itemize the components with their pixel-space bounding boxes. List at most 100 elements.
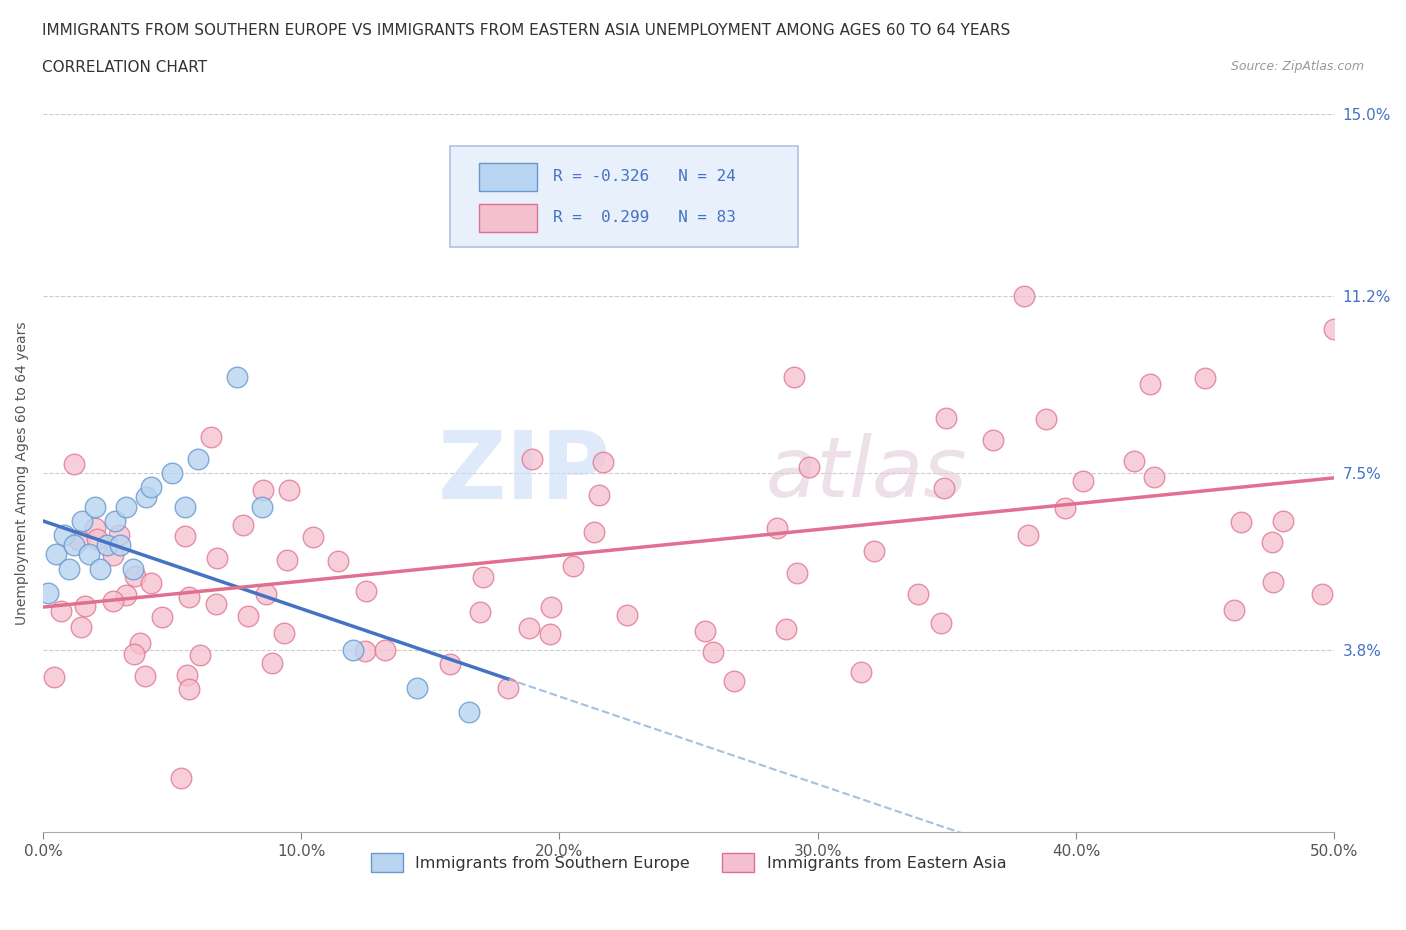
Point [342,643,364,658]
Point [252,499,274,514]
Point [1017,528,1039,543]
Point [254,587,277,602]
Point [70,513,93,528]
Text: ZIP: ZIP [439,427,612,519]
Text: R =  0.299   N = 83: R = 0.299 N = 83 [553,209,735,225]
Point [592,455,614,470]
Point [302,529,325,544]
Point [702,644,724,659]
Point [723,673,745,688]
Point [83,499,105,514]
Point [540,600,562,615]
Point [200,430,222,445]
Point [170,770,193,785]
Point [470,604,492,619]
Point [406,681,429,696]
Point [1139,377,1161,392]
Point [252,483,274,498]
Point [173,528,195,543]
Point [471,569,494,584]
Point [96,538,118,552]
Point [277,483,299,498]
Point [67,533,90,548]
FancyBboxPatch shape [450,146,799,246]
Point [236,608,259,623]
Point [122,646,145,661]
Legend: Immigrants from Southern Europe, Immigrants from Eastern Asia: Immigrants from Southern Europe, Immigra… [364,846,1012,878]
Point [44,670,66,684]
Point [110,538,132,552]
Bar [479,163,537,191]
Point [1323,322,1346,337]
Point [58,562,80,577]
Point [517,621,540,636]
Point [374,643,396,658]
Point [176,667,198,682]
Point [931,616,953,631]
Point [775,621,797,636]
Point [354,644,377,658]
Point [122,562,145,577]
Text: IMMIGRANTS FROM SOUTHERN EUROPE VS IMMIGRANTS FROM EASTERN ASIA UNEMPLOYMENT AMO: IMMIGRANTS FROM SOUTHERN EUROPE VS IMMIG… [42,23,1011,38]
Point [207,551,229,565]
Point [1054,500,1077,515]
Point [225,370,247,385]
Point [354,584,377,599]
Point [52,528,75,543]
Point [797,459,820,474]
Point [458,705,481,720]
Point [588,487,610,502]
Point [1143,469,1166,484]
Point [101,593,124,608]
Point [328,554,350,569]
Point [1271,513,1294,528]
Point [439,657,461,671]
Point [129,635,152,650]
Point [1194,370,1216,385]
Point [276,552,298,567]
Point [260,656,283,671]
Point [1261,575,1284,590]
Point [160,466,183,481]
Point [79,547,101,562]
Point [983,432,1005,447]
Point [135,489,157,504]
Point [114,588,136,603]
Point [934,481,956,496]
Point [1035,411,1057,426]
Point [1071,473,1094,488]
Point [45,547,67,562]
Point [496,681,519,696]
Point [1222,603,1244,618]
Text: R = -0.326   N = 24: R = -0.326 N = 24 [553,168,735,183]
Point [582,525,605,539]
Y-axis label: Unemployment Among Ages 60 to 64 years: Unemployment Among Ages 60 to 64 years [15,321,30,625]
Point [86,532,108,547]
Point [863,543,886,558]
Point [1310,586,1333,601]
Point [49,604,72,618]
Point [1123,454,1146,469]
Point [907,587,929,602]
Point [561,559,583,574]
Point [134,668,156,683]
Point [766,521,789,536]
Text: CORRELATION CHART: CORRELATION CHART [42,60,207,75]
Point [188,647,211,662]
Point [83,521,105,536]
Point [520,451,543,466]
Point [204,596,226,611]
Point [63,538,86,552]
Point [150,609,173,624]
Point [935,411,957,426]
Point [114,499,136,514]
Point [103,548,125,563]
Point [108,527,131,542]
Point [63,457,86,472]
Point [1260,535,1282,550]
Point [174,499,197,514]
Point [187,451,209,466]
Point [104,513,127,528]
Point [1230,514,1253,529]
Point [273,625,295,640]
